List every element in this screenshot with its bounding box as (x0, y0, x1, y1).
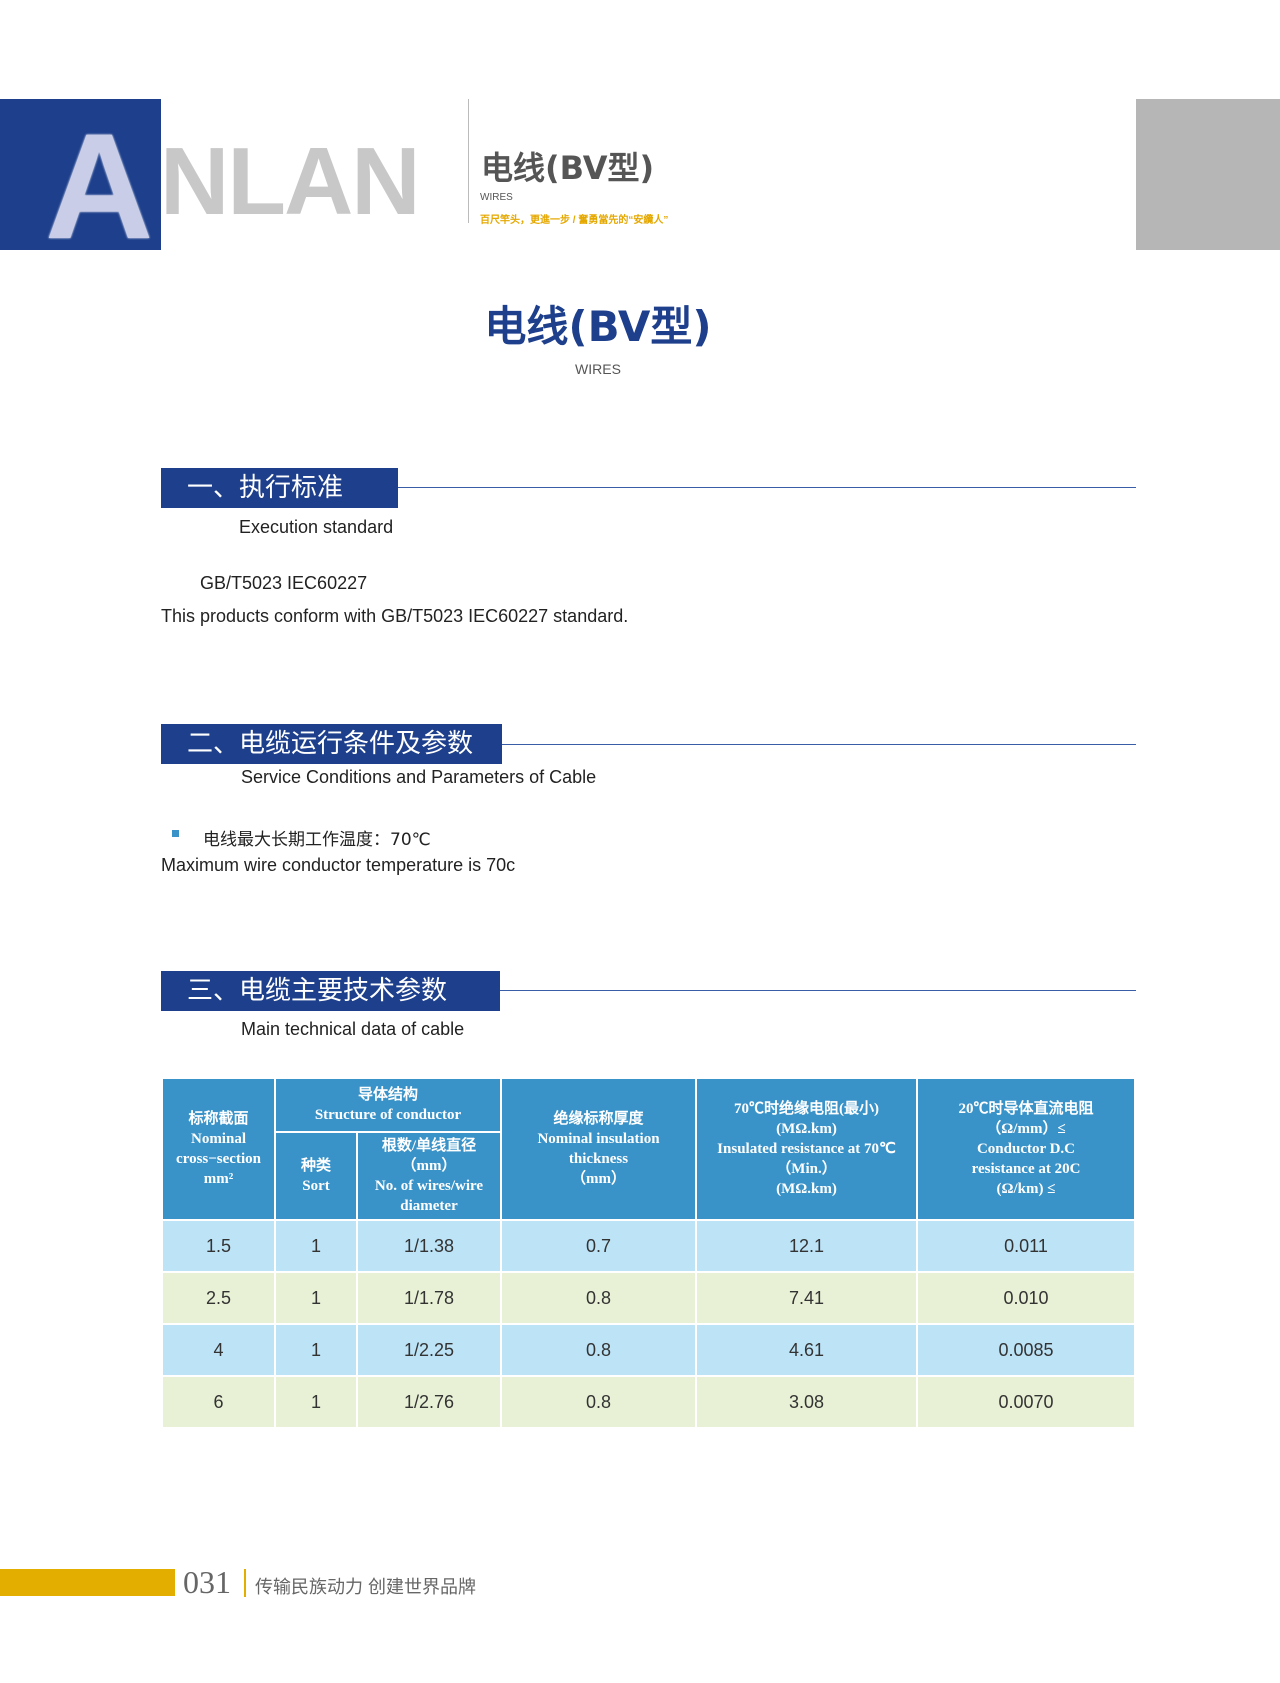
section-2-rule (502, 744, 1136, 745)
table-row: 1.5 1 1/1.38 0.7 12.1 0.011 (161, 1219, 1136, 1273)
footer-slogan: 传输民族动力 创建世界品牌 (255, 1577, 476, 1597)
header-title: 电线(BV型) (481, 149, 655, 187)
header-dc-resistance: 20℃时导体直流电阻 （Ω/mm）≤ Conductor D.C resistance… (916, 1077, 1136, 1221)
header-sort: 种类 Sort (274, 1131, 358, 1221)
section-2-title: 二、电缆运行条件及参数 (161, 724, 502, 764)
page-number: 031 (183, 1564, 231, 1600)
section-1-title: 一、执行标准 (161, 468, 398, 508)
header-insulation: 绝缘标称厚度 Nominal insulation thickness （mm） (500, 1077, 697, 1221)
logo-letter: A (45, 102, 154, 250)
table-row: 4 1 1/2.25 0.8 4.61 0.0085 (161, 1323, 1136, 1377)
slogan: 百尺竿头，更進一步 / 奮勇當先的“安纜人” (480, 215, 669, 226)
header-structure: 导体结构 Structure of conductor (274, 1077, 502, 1133)
standard-statement: This products conform with GB/T5023 IEC6… (161, 606, 629, 626)
brand-wordmark: NLAN (160, 128, 421, 235)
footer-bar (0, 1569, 175, 1596)
footer-divider (244, 1569, 246, 1597)
section-3-rule (500, 990, 1136, 991)
temperature-cn: 电线最大长期工作温度：70℃ (203, 830, 431, 850)
bullet-icon (172, 830, 179, 837)
technical-data-table: 标称截面 Nominal cross−section mm² 导体结构 Structur… (161, 1077, 1136, 1429)
page-subtitle: WIRES (575, 361, 621, 377)
page-title: 电线(BV型) (484, 302, 712, 351)
section-1-subtitle: Execution standard (239, 517, 394, 537)
section-2-subtitle: Service Conditions and Parameters of Cab… (241, 767, 597, 787)
header-image (1136, 99, 1280, 250)
table-row: 2.5 1 1/1.78 0.8 7.41 0.010 (161, 1271, 1136, 1325)
section-1-rule (398, 487, 1136, 488)
header-cross-section: 标称截面 Nominal cross−section mm² (161, 1077, 276, 1221)
temperature-en: Maximum wire conductor temperature is 70… (161, 855, 516, 875)
standard-codes: GB/T5023 IEC60227 (200, 573, 368, 593)
section-3-subtitle: Main technical data of cable (241, 1019, 465, 1039)
header-wires: 根数/单线直径 （mm） No. of wires/wire diameter (356, 1131, 502, 1221)
section-3-title: 三、电缆主要技术参数 (161, 971, 500, 1011)
logo: A (0, 99, 161, 250)
table-row: 6 1 1/2.76 0.8 3.08 0.0070 (161, 1375, 1136, 1429)
header-divider (468, 99, 469, 223)
header-insulation-resistance: 70℃时绝缘电阻(最小) (MΩ.km) Insulated resistance … (695, 1077, 918, 1221)
header-subtitle: WIRES (480, 192, 513, 203)
